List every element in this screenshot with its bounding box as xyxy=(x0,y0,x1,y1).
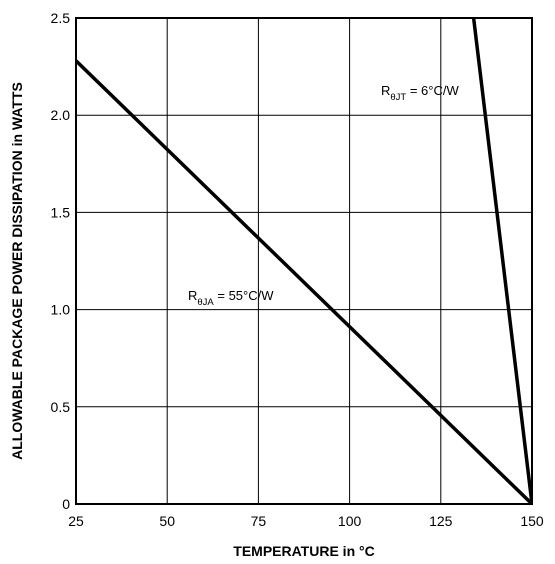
series-line-rthetaja xyxy=(76,59,532,504)
x-tick-label: 125 xyxy=(429,513,453,529)
series-label-rthetaja: RθJA = 55°C/W xyxy=(188,288,274,308)
x-tick-label: 50 xyxy=(159,513,175,529)
y-tick-label: 2.0 xyxy=(51,107,71,123)
y-tick-label: 2.5 xyxy=(51,10,71,26)
series-line-rthetajt xyxy=(471,18,532,504)
y-tick-label: 1.5 xyxy=(51,204,71,220)
plot-area-frame xyxy=(75,17,533,505)
x-axis-title: TEMPERATURE in °C xyxy=(233,543,374,559)
x-axis-tick-labels: 25 50 75 100 125 150 xyxy=(68,513,544,529)
y-axis-title: ALLOWABLE PACKAGE POWER DISSIPATION in W… xyxy=(9,82,25,460)
grid-lines xyxy=(76,18,532,504)
x-tick-label: 25 xyxy=(68,513,84,529)
y-axis-tick-labels: 0 0.5 1.0 1.5 2.0 2.5 xyxy=(51,10,71,512)
x-tick-label: 75 xyxy=(251,513,267,529)
y-tick-label: 0.5 xyxy=(51,399,71,415)
x-tick-label: 100 xyxy=(338,513,362,529)
x-tick-label: 150 xyxy=(520,513,544,529)
series-lines xyxy=(76,18,532,504)
series-label-rthetajt: RθJT = 6°C/W xyxy=(381,83,459,103)
y-tick-label: 1.0 xyxy=(51,302,71,318)
series-annotations: RθJA = 55°C/W RθJT = 6°C/W xyxy=(188,83,459,308)
y-tick-label: 0 xyxy=(62,496,70,512)
